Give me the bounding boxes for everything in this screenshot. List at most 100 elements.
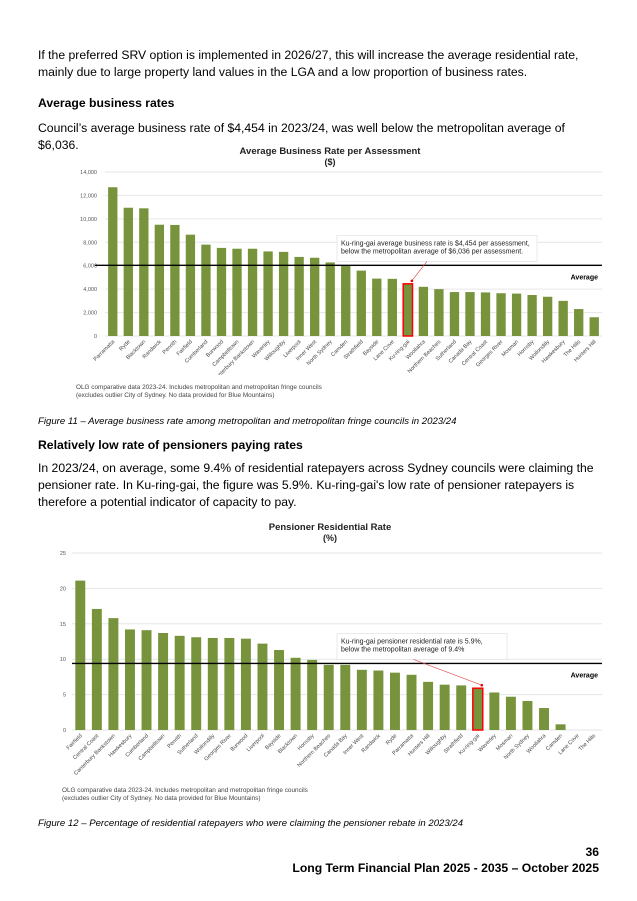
y-tick-label: 6,000 (83, 264, 97, 270)
bar (290, 657, 301, 730)
bar (247, 248, 258, 336)
annotation-box (336, 633, 508, 660)
business-rate-chart: Average Business Rate per Assessment($) 0… (80, 146, 602, 375)
y-tick-label: 0 (94, 334, 97, 340)
figure-11-caption: Figure 11 – Average business rate among … (38, 416, 457, 427)
bar (139, 208, 149, 336)
x-tick-label: Ryde (385, 733, 398, 746)
chart2-note: OLG comparative data 2023-24. Includes m… (62, 787, 308, 803)
bar (439, 684, 450, 730)
bar (75, 580, 86, 730)
bar (589, 317, 599, 336)
y-tick-label: 10 (60, 657, 66, 663)
bar (341, 265, 351, 336)
x-tick-label: Liverpool (246, 733, 266, 753)
section-heading-pensioners: Relatively low rate of pensioners paying… (38, 438, 303, 452)
bar (91, 608, 102, 730)
page-number: 36 (585, 845, 599, 859)
annotation-box (336, 234, 538, 262)
bar (207, 637, 218, 730)
average-label: Average (571, 274, 598, 281)
bar (558, 300, 568, 336)
bar (240, 638, 251, 730)
y-tick-label: 5 (63, 693, 66, 699)
business-rates-paragraph: Council’s average business rate of $4,45… (38, 121, 565, 152)
y-tick-label: 2,000 (83, 311, 97, 317)
bar (263, 251, 273, 336)
bar (216, 247, 227, 336)
chart-subtitle: (%) (323, 533, 337, 543)
bar (340, 664, 351, 730)
chart-title: Pensioner Residential Rate (269, 522, 391, 533)
annotation-text: Ku-ring-gai average business rate is $4,… (341, 240, 530, 247)
y-tick-label: 0 (63, 728, 66, 734)
bar (294, 256, 304, 336)
chart-title: Average Business Rate per Assessment (240, 146, 422, 157)
average-label: Average (571, 672, 598, 679)
bar (154, 224, 165, 336)
chart1-note-line2: (excludes outlier City of Sydney. No dat… (76, 392, 275, 399)
bar (185, 234, 196, 336)
chart1-note: OLG comparative data 2023-24. Includes m… (76, 384, 322, 400)
bar (356, 270, 366, 336)
bar (387, 278, 397, 336)
annotation-arrow (411, 261, 428, 282)
x-tick-label: The Hills (578, 733, 598, 753)
bar (310, 257, 320, 336)
bar (257, 643, 268, 730)
bar (232, 248, 242, 336)
y-tick-label: 14,000 (80, 170, 97, 176)
bar-highlight (472, 687, 484, 731)
bar (307, 659, 318, 730)
y-tick-label: 8,000 (83, 240, 97, 246)
bar (522, 700, 533, 730)
bar (108, 187, 118, 336)
y-tick-label: 12,000 (80, 193, 97, 199)
section-heading-business-rates: Average business rates (38, 96, 175, 110)
y-tick-label: 10,000 (80, 217, 97, 223)
bar (434, 289, 444, 336)
bar (325, 262, 335, 336)
chart2-note-line1: OLG comparative data 2023-24. Includes m… (62, 787, 308, 794)
bar (480, 292, 491, 336)
intro-paragraph: If the preferred SRV option is implement… (38, 48, 579, 79)
bar (511, 293, 522, 336)
bar (555, 724, 566, 730)
chart1-note-line1: OLG comparative data 2023-24. Includes m… (76, 384, 322, 391)
bar (527, 295, 537, 336)
bar (170, 224, 180, 336)
bar (449, 292, 460, 336)
bar-highlight (402, 283, 414, 337)
bar (125, 629, 135, 730)
x-tick-label: Ryde (118, 339, 131, 352)
annotation-arrowhead (480, 683, 484, 687)
annotation-arrow (413, 659, 482, 686)
bar (141, 630, 152, 730)
y-tick-label: 20 (60, 586, 66, 592)
bar (574, 309, 584, 336)
bar (174, 635, 185, 730)
y-tick-label: 25 (60, 551, 66, 557)
page-footer: 36 Long Term Financial Plan 2025 - 2035 … (292, 844, 599, 876)
document-title: Long Term Financial Plan 2025 - 2035 – O… (292, 861, 599, 875)
chart2-note-line2: (excludes outlier City of Sydney. No dat… (62, 795, 261, 802)
bar (539, 708, 549, 730)
bar (542, 296, 553, 336)
bar (108, 618, 119, 730)
figure-12-caption: Figure 12 – Percentage of residential ra… (38, 818, 464, 829)
bar (123, 207, 133, 336)
x-tick-label: Waverley (477, 733, 497, 753)
bar (489, 692, 500, 730)
y-tick-label: 15 (60, 622, 66, 628)
x-tick-label: Mosman (501, 339, 520, 358)
pensioners-paragraph: In 2023/24, on average, some 9.4% of res… (38, 461, 594, 509)
bar (323, 664, 334, 730)
bar (465, 292, 475, 336)
bar (224, 637, 235, 730)
bar (418, 286, 429, 336)
bar (191, 637, 202, 730)
bar (372, 278, 382, 336)
bar (158, 633, 169, 730)
y-tick-label: 4,000 (83, 287, 97, 293)
